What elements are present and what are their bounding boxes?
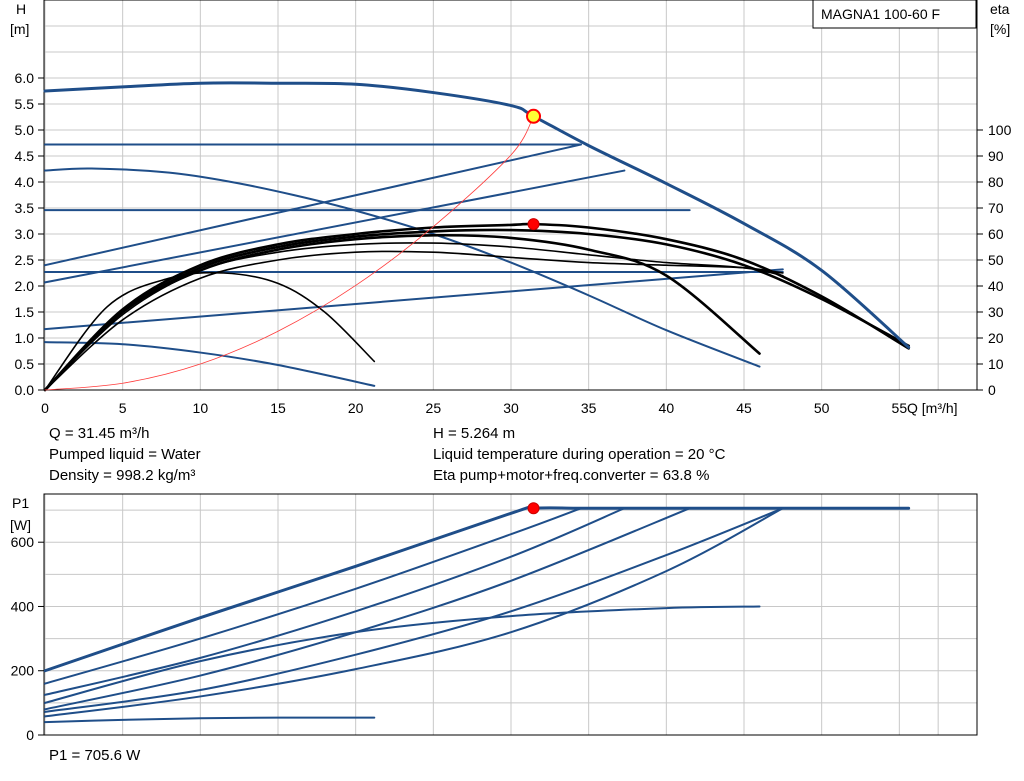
x-tick-label: 30 [503,400,519,416]
y2-tick-label: 70 [988,200,1004,216]
y2-tick-label: 50 [988,252,1004,268]
y2-tick-label: 80 [988,174,1004,190]
x-tick-label: 0 [41,400,49,416]
min-head-curve [44,167,761,368]
proportional-pressure-curve [44,169,626,284]
x-tick-label: 40 [659,400,675,416]
proportional-pressure-curve [44,143,582,267]
x-tick-label: 15 [270,400,286,416]
x-tick-label: 55 [892,400,908,416]
y2-tick-label: 20 [988,330,1004,346]
head-chart-curves [43,81,911,392]
efficiency-curve [44,229,910,391]
head-chart-grid [44,0,977,391]
y-tick-label: 0.5 [15,356,35,372]
x-tick-label: 35 [581,400,597,416]
power-curve [44,507,626,696]
efficiency-curve [44,271,376,391]
y-tick-label: 2.0 [15,278,35,294]
x-tick-label: 20 [348,400,364,416]
efficiency-curve [44,250,784,391]
head-axis-label-line2: [m] [10,21,29,37]
max-head-curve [43,81,911,349]
density-readout: Density = 998.2 kg/m³ [49,467,196,484]
power-curve [44,507,784,718]
power-readout: P1 = 705.6 W [49,747,141,764]
y-tick-label: 2.5 [15,252,35,268]
power-y-tick-label: 200 [11,663,35,679]
y2-tick-label: 60 [988,226,1004,242]
head-chart-ticks: 0 5 10 15 20 25 30 35 40 45 50 55 0.0 0.5 1.0 1.5 2.0 2.5… [15,70,1012,416]
power-curve [44,716,376,724]
head-axis-label-line1: H [16,1,26,17]
efficiency-readout: Eta pump+motor+freq.converter = 63.8 % [433,467,710,484]
power-axis-label-line1: P1 [12,495,29,511]
proportional-pressure-curve [44,268,784,331]
power-curve [44,605,761,704]
y-tick-label: 5.5 [15,96,35,112]
y2-tick-label: 90 [988,148,1004,164]
y2-tick-label: 100 [988,122,1012,138]
power-chart-ticks: 0 200 400 600 [11,534,44,743]
y-tick-label: 5.0 [15,122,35,138]
y-tick-label: 3.0 [15,226,35,242]
power-curve [44,507,691,711]
x-tick-label: 5 [119,400,127,416]
y-tick-label: 1.0 [15,330,35,346]
efficiency-curve-bold [43,222,910,392]
y2-tick-label: 30 [988,304,1004,320]
y-tick-label: 0.0 [15,382,35,398]
power-duty-marker [527,502,540,515]
eta-axis-label-line2: [%] [990,21,1010,37]
power-axis-label-line2: [W] [10,517,31,533]
liquid-temperature-readout: Liquid temperature during operation = 20… [433,446,726,463]
eta-axis-label-line1: eta [990,1,1010,17]
power-y-tick-label: 600 [11,534,35,550]
y-tick-label: 4.0 [15,174,35,190]
x-tick-label: 50 [814,400,830,416]
head-chart-frame [43,0,978,391]
x-tick-label: 25 [426,400,442,416]
efficiency-duty-marker [527,218,540,231]
flow-readout: Q = 31.45 m³/h [49,425,150,442]
y2-tick-label: 40 [988,278,1004,294]
pumped-liquid-readout: Pumped liquid = Water [49,446,201,463]
y2-tick-label: 10 [988,356,1004,372]
power-y-tick-label: 400 [11,598,35,614]
y-tick-label: 6.0 [15,70,35,86]
min-head-curve [44,341,376,387]
efficiency-curve-bold [43,228,910,392]
y-tick-label: 1.5 [15,304,35,320]
power-curve [44,507,784,713]
system-curve [44,115,534,391]
head-readout: H = 5.264 m [433,425,516,442]
duty-point-marker [526,108,542,124]
y-tick-label: 3.5 [15,200,35,216]
x-tick-label: 45 [736,400,752,416]
power-curve [44,507,582,685]
pump-model-box [812,0,977,29]
y-tick-label: 4.5 [15,148,35,164]
efficiency-curve [44,234,761,391]
power-y-tick-label: 0 [26,727,34,743]
pump-model-name: MAGNA1 100-60 F [821,6,940,22]
efficiency-curve-bold [43,233,761,392]
x-tick-label: 10 [193,400,209,416]
power-chart-curves [43,502,911,724]
flow-axis-label: Q [m³/h] [907,400,958,416]
power-chart-frame [43,493,978,736]
y2-tick-label: 0 [988,382,996,398]
